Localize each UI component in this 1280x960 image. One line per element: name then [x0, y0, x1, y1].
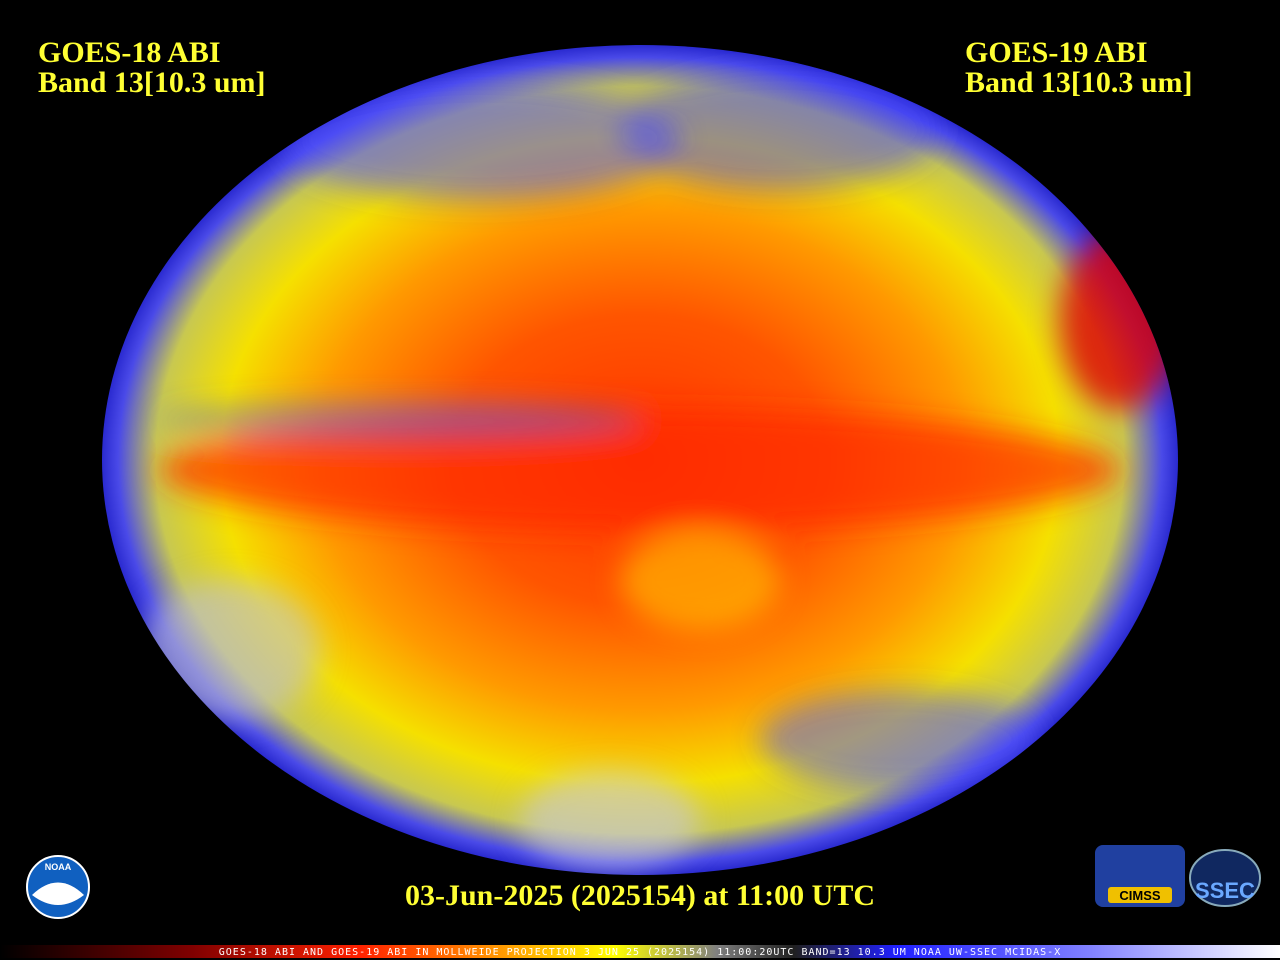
cimss-label: CIMSS — [1119, 888, 1161, 903]
ssec-label: SSEC — [1195, 878, 1255, 903]
left-band: Band 13[10.3 um] — [38, 66, 266, 99]
right-band: Band 13[10.3 um] — [965, 66, 1193, 99]
noaa-logo: NOAA — [26, 855, 90, 919]
right-title: GOES-19 ABI — [965, 36, 1148, 69]
color-bar — [0, 945, 1280, 958]
cimss-logo: CIMSS — [1095, 845, 1185, 907]
noaa-label: NOAA — [45, 862, 72, 872]
timestamp: 03-Jun-2025 (2025154) at 11:00 UTC — [405, 879, 875, 912]
left-title: GOES-18 ABI — [38, 36, 221, 69]
caption: GOES-18 ABI AND GOES-19 ABI IN MOLLWEIDE… — [219, 947, 1061, 958]
earth-disk — [102, 45, 1178, 875]
ssec-logo: SSEC — [1189, 849, 1261, 907]
